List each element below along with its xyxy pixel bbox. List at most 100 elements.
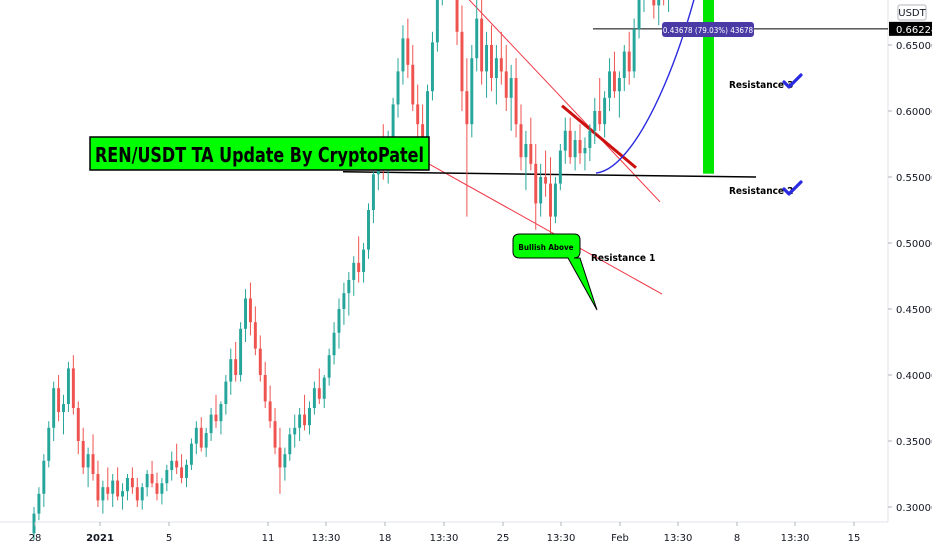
candle (150, 460, 154, 488)
candle (234, 342, 238, 382)
candle (327, 348, 331, 386)
candle (583, 137, 587, 171)
measure-label-box: 0.43678 (79.03%) 43678 (662, 22, 754, 37)
overlays-layer: REN/USDT TA Update By CryptoPatel Bullis… (89, 22, 754, 311)
candle (435, 0, 439, 52)
candle (194, 421, 198, 455)
candle (367, 203, 370, 259)
candle (125, 474, 129, 501)
candle (91, 434, 95, 481)
candle (52, 381, 56, 441)
candle (288, 427, 292, 461)
callout-text: Bullish Above (518, 243, 573, 252)
candle (244, 289, 247, 342)
candle (534, 144, 538, 230)
candle (307, 401, 311, 435)
candle (430, 31, 434, 101)
candle (573, 130, 577, 171)
candle (214, 394, 218, 428)
candle (632, 18, 636, 78)
x-tick-label: 13:30 (781, 533, 810, 544)
candle (199, 417, 203, 452)
support-line (342, 170, 757, 178)
x-tick-label: 13:30 (430, 533, 459, 544)
candle (460, 5, 464, 111)
candle (248, 282, 252, 336)
x-tick-label: 11 (262, 533, 275, 544)
candle (663, 0, 665, 6)
candle (396, 58, 400, 118)
candle (175, 443, 179, 474)
x-tick-label: 15 (848, 533, 861, 544)
candle (209, 408, 213, 441)
candle (441, 0, 443, 6)
candle (111, 474, 115, 507)
candle (322, 375, 326, 408)
candle (293, 414, 297, 448)
candle (622, 45, 626, 92)
candle (416, 84, 420, 138)
candle (219, 401, 223, 435)
candle (96, 460, 100, 507)
candle (490, 25, 493, 92)
channel-lower-line (397, 146, 663, 295)
breakout-line (561, 104, 637, 169)
candle (135, 477, 139, 507)
candle (357, 236, 361, 283)
candle (352, 256, 356, 296)
candle (578, 124, 582, 164)
candle (229, 348, 233, 395)
candle (278, 427, 282, 494)
candle (165, 464, 169, 492)
candle (298, 408, 302, 441)
title-text: REN/USDT TA Update By CryptoPatel (95, 143, 424, 167)
candle (499, 31, 503, 85)
candle (337, 298, 341, 349)
price-tag-label: 0.66224 (896, 25, 932, 36)
candle (342, 282, 346, 325)
currency-button[interactable]: USDT (897, 4, 927, 21)
y-tick-label: 0.65000 (896, 41, 932, 52)
candle (568, 117, 572, 164)
x-tick-label: 13:30 (312, 533, 341, 544)
candle (657, 0, 661, 26)
x-tick-label: 8 (734, 533, 740, 544)
candle (37, 487, 41, 521)
measure-label: 0.43678 (79.03%) 43678 (663, 26, 754, 35)
candle (47, 421, 51, 468)
drawings-layer: Resistance 1 Resistance 2 Resistance 3 (342, 0, 888, 295)
channel-upper-line (468, 0, 661, 203)
candle (563, 117, 567, 164)
candle (71, 355, 75, 415)
x-tick-label: Feb (611, 533, 629, 544)
candle (485, 31, 489, 98)
candle (121, 483, 125, 510)
candle (617, 71, 621, 118)
candle (155, 472, 159, 501)
candles-layer (32, 0, 670, 540)
candle (106, 467, 110, 501)
candle (239, 322, 243, 382)
candle (145, 470, 149, 497)
candle (253, 306, 257, 356)
candle (668, 0, 670, 12)
candle (317, 368, 321, 405)
candle (371, 163, 375, 224)
resistance-3-label: Resistance 3 (729, 80, 793, 91)
candle (598, 78, 602, 131)
candle (170, 451, 174, 481)
bullish-callout: Bullish Above (512, 233, 598, 311)
candle (116, 467, 120, 501)
resistance-2-label: Resistance 2 (729, 186, 793, 197)
title-box: REN/USDT TA Update By CryptoPatel (89, 136, 430, 171)
candle (303, 394, 307, 431)
x-tick-label: 13:30 (664, 533, 693, 544)
candle (553, 177, 557, 224)
candle (86, 447, 90, 488)
candle (81, 427, 85, 474)
